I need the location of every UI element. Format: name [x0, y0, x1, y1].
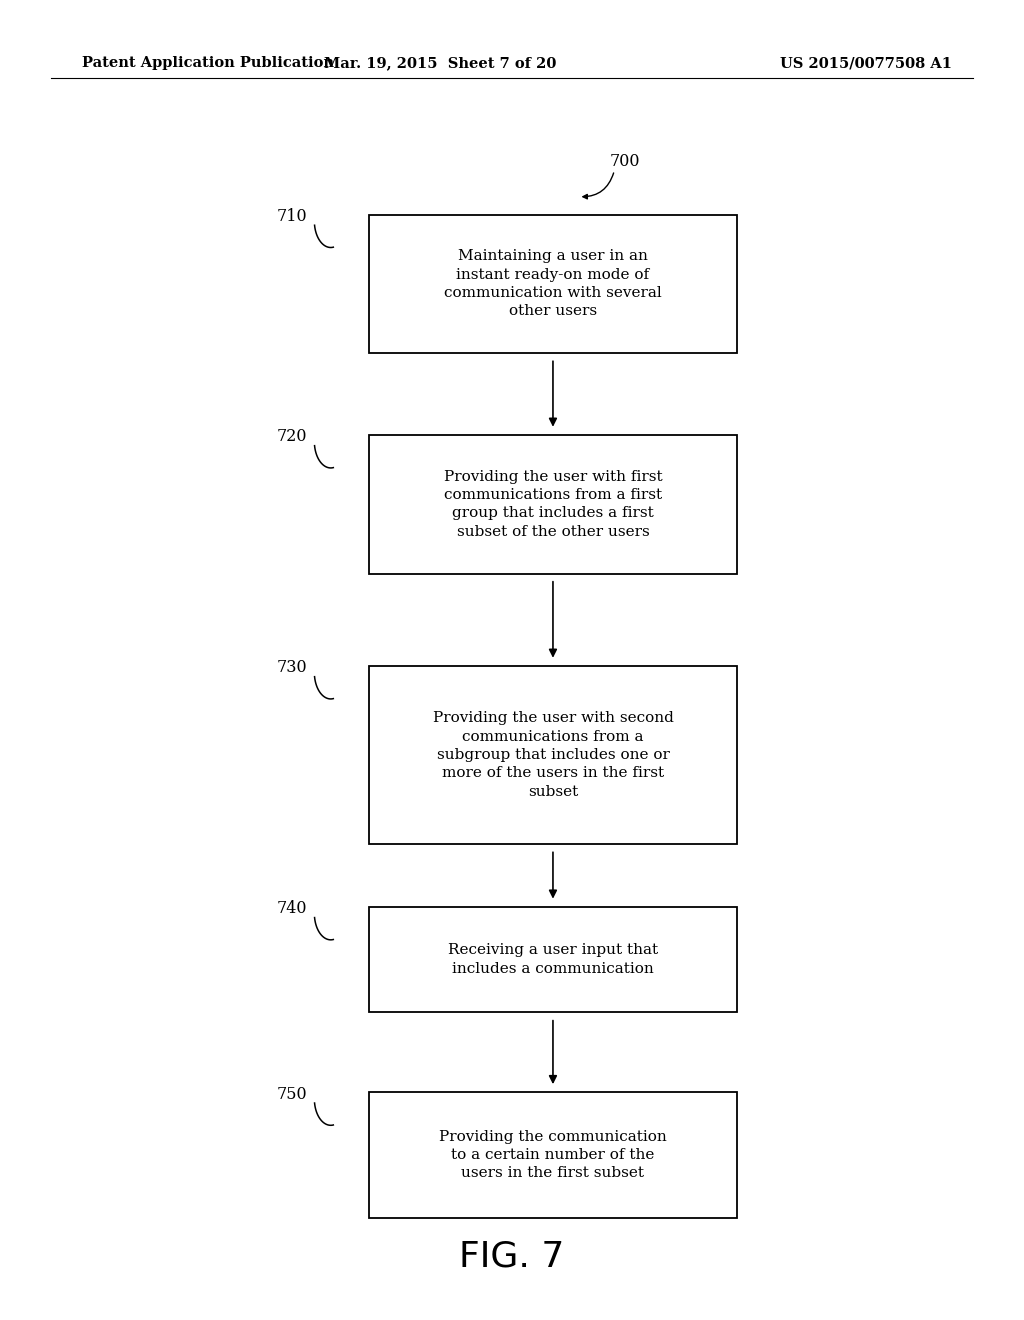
- Text: 710: 710: [276, 207, 307, 224]
- Text: FIG. 7: FIG. 7: [460, 1239, 564, 1274]
- FancyBboxPatch shape: [369, 436, 737, 573]
- Text: Providing the user with second
communications from a
subgroup that includes one : Providing the user with second communica…: [432, 711, 674, 799]
- Text: 720: 720: [276, 428, 307, 445]
- Text: Patent Application Publication: Patent Application Publication: [82, 57, 334, 70]
- Text: Mar. 19, 2015  Sheet 7 of 20: Mar. 19, 2015 Sheet 7 of 20: [325, 57, 556, 70]
- FancyBboxPatch shape: [369, 214, 737, 352]
- FancyBboxPatch shape: [369, 1093, 737, 1217]
- Text: 730: 730: [276, 660, 307, 676]
- Text: 700: 700: [609, 153, 640, 169]
- Text: 740: 740: [276, 900, 307, 917]
- Text: Receiving a user input that
includes a communication: Receiving a user input that includes a c…: [447, 944, 658, 975]
- Text: Maintaining a user in an
instant ready-on mode of
communication with several
oth: Maintaining a user in an instant ready-o…: [444, 249, 662, 318]
- Text: Providing the communication
to a certain number of the
users in the first subset: Providing the communication to a certain…: [439, 1130, 667, 1180]
- Text: 750: 750: [276, 1085, 307, 1102]
- FancyBboxPatch shape: [369, 667, 737, 845]
- Text: Providing the user with first
communications from a first
group that includes a : Providing the user with first communicat…: [443, 470, 663, 539]
- FancyBboxPatch shape: [369, 907, 737, 1012]
- Text: US 2015/0077508 A1: US 2015/0077508 A1: [780, 57, 952, 70]
